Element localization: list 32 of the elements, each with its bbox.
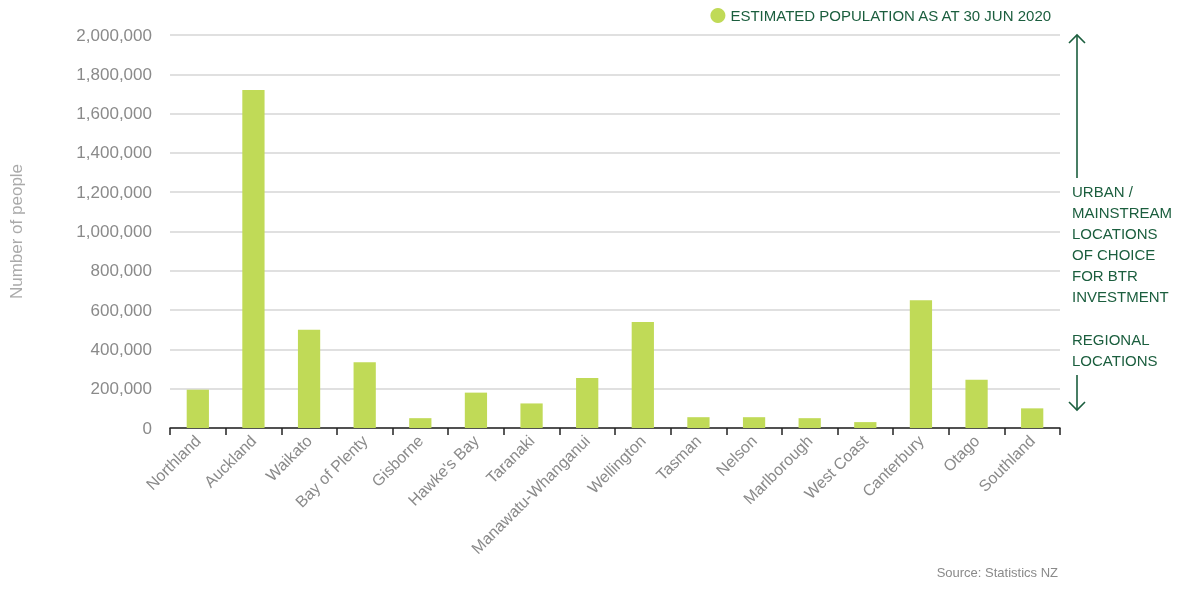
bar bbox=[186, 389, 209, 428]
bar bbox=[631, 321, 654, 428]
bar bbox=[909, 300, 933, 428]
bar bbox=[965, 379, 988, 428]
bar bbox=[464, 392, 488, 428]
bar bbox=[409, 418, 432, 428]
y-axis-title: Number of people bbox=[7, 163, 26, 300]
y-tick-label: 0 bbox=[142, 418, 152, 438]
y-tick-label: 1,400,000 bbox=[76, 143, 152, 163]
y-tick-label: 1,600,000 bbox=[76, 104, 152, 124]
legend-label: ESTIMATED POPULATION AS AT 30 JUN 2020 bbox=[730, 7, 1052, 24]
bar bbox=[353, 362, 376, 428]
y-tick-label: 200,000 bbox=[90, 379, 152, 399]
bar bbox=[798, 418, 821, 428]
bar bbox=[520, 403, 543, 428]
bar bbox=[576, 377, 599, 428]
y-tick-label: 800,000 bbox=[90, 261, 152, 281]
y-tick-label: 600,000 bbox=[90, 300, 152, 320]
bar bbox=[854, 422, 877, 428]
text: REGIONAL LOCATIONS bbox=[1072, 330, 1159, 371]
source-note: Source: Statistics NZ bbox=[936, 564, 1058, 582]
text: URBAN / MAINSTREAM LOCATIONS OF CHOICE FOR BTR INVESTMENT bbox=[1072, 182, 1173, 307]
bar bbox=[687, 417, 710, 428]
y-tick-label: 1,200,000 bbox=[76, 182, 152, 202]
y-tick-label: 1,800,000 bbox=[76, 64, 152, 84]
y-tick-label: 2,000,000 bbox=[76, 25, 152, 45]
y-tick-label: 400,000 bbox=[90, 339, 152, 359]
bar bbox=[297, 329, 321, 428]
bar bbox=[242, 90, 265, 428]
bar bbox=[742, 417, 766, 428]
y-tick-label: 1,000,000 bbox=[76, 222, 152, 241]
bar bbox=[1021, 408, 1044, 428]
